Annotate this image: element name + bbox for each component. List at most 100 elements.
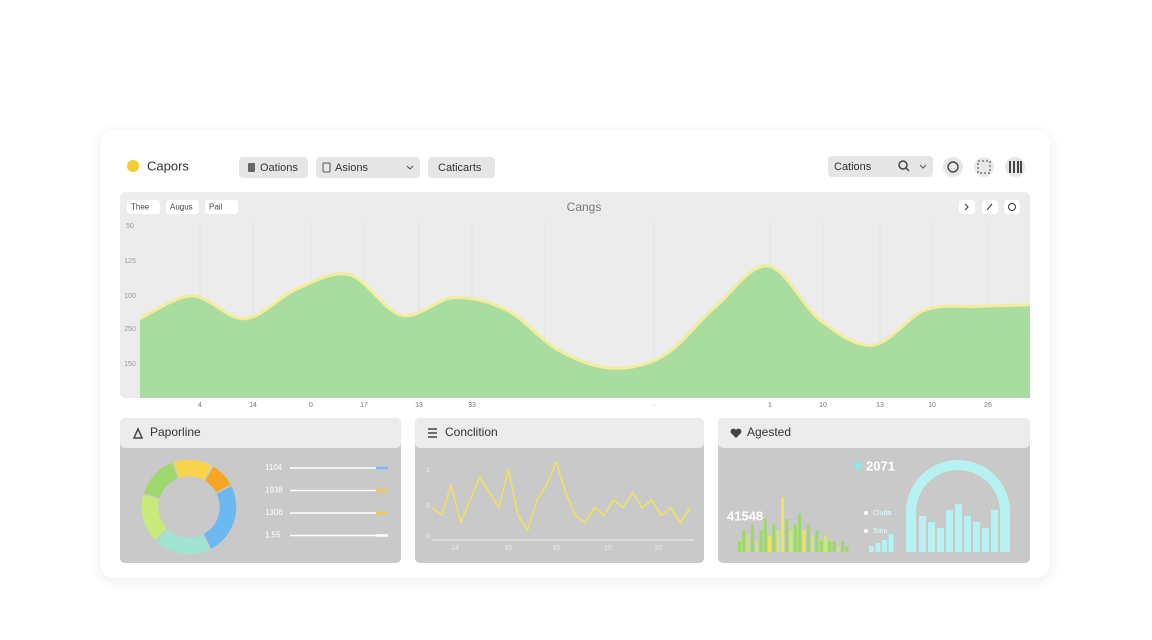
bar (763, 519, 767, 552)
icon (947, 161, 959, 173)
x-label: 10 (552, 545, 560, 552)
button-label: Oations (260, 162, 298, 174)
search-label: Cations (834, 161, 872, 173)
icon-button[interactable] (943, 157, 963, 177)
bar (806, 524, 810, 552)
row-label: 1306 (265, 508, 283, 517)
bar (845, 546, 849, 552)
logo (127, 160, 139, 172)
bar (759, 530, 763, 552)
bar (973, 522, 980, 552)
y-label: 5 (426, 503, 430, 510)
chart-title: Cangs (567, 200, 602, 214)
bar (828, 541, 832, 552)
panel-title: Agested (747, 425, 791, 439)
total: 41548 (727, 508, 763, 523)
bar (937, 528, 944, 552)
x-label: 0 (309, 402, 313, 409)
bar (785, 519, 789, 552)
icon-button[interactable] (1004, 200, 1020, 214)
bar (836, 546, 840, 552)
panel-header (415, 418, 704, 448)
y-label: 150 (124, 361, 136, 368)
bar (832, 541, 836, 552)
icon (322, 162, 331, 173)
bar (824, 535, 827, 552)
button-label: Caticarts (438, 162, 482, 174)
x-label: · (653, 402, 655, 409)
button[interactable] (239, 157, 308, 178)
x-label: 10 (819, 402, 827, 409)
bar (781, 497, 784, 552)
icon (977, 160, 991, 174)
bar (750, 524, 754, 552)
panel (415, 418, 704, 563)
icon (964, 203, 969, 211)
bar (841, 541, 845, 552)
bar (776, 530, 780, 552)
bar (882, 540, 887, 552)
y-label: 100 (124, 293, 136, 300)
panel-title: Paporline (150, 425, 201, 439)
bar (982, 528, 989, 552)
filter-label: Thee (131, 203, 150, 212)
icon-button[interactable] (959, 200, 975, 214)
donut-segment (141, 460, 180, 500)
bar (793, 524, 797, 552)
area (140, 265, 1030, 398)
x-label: 14 (451, 545, 459, 552)
x-label: 1 (768, 402, 772, 409)
chevron (406, 165, 414, 170)
button[interactable] (428, 157, 495, 178)
x-label: 33 (468, 402, 476, 409)
icon (428, 428, 437, 438)
y-label: 0 (426, 533, 430, 540)
area-line (139, 264, 1031, 370)
filter-chip[interactable] (166, 200, 199, 214)
icon-button[interactable] (974, 157, 994, 177)
x-label: 17 (360, 402, 368, 409)
bar (789, 530, 793, 552)
row-label: 1938 (265, 486, 283, 495)
bar (955, 504, 962, 552)
legend-label: Sma (873, 528, 888, 535)
bar (946, 510, 953, 552)
chevron (919, 164, 927, 169)
bar (919, 516, 926, 552)
icon (248, 163, 255, 172)
line (431, 461, 691, 532)
icon (1008, 203, 1016, 211)
bar (815, 530, 819, 552)
icon (1009, 161, 1022, 173)
bar (928, 522, 935, 552)
highlight-dot (854, 462, 862, 470)
icon (730, 428, 742, 438)
bar (964, 516, 971, 552)
bar (875, 543, 881, 552)
search-box[interactable] (828, 156, 933, 177)
search-icon (905, 167, 910, 172)
highlight: 2071 (866, 458, 895, 473)
bar (991, 510, 998, 552)
bar (742, 530, 746, 552)
legend-label: Cluda (873, 510, 891, 517)
panel-header (718, 418, 1030, 448)
y-label: 50 (126, 223, 134, 230)
bar (819, 541, 823, 552)
dropdown[interactable] (316, 157, 420, 178)
bar (755, 541, 759, 552)
x-label: 13 (876, 402, 884, 409)
bar (768, 535, 772, 552)
y-label: 125 (124, 258, 136, 265)
filter-label: Pail (209, 203, 223, 212)
filter-chip[interactable] (205, 200, 238, 214)
panel (120, 418, 401, 563)
x-label: 26 (984, 402, 992, 409)
legend-dot (864, 529, 868, 533)
filter-label: Augus (170, 203, 193, 212)
bar (811, 535, 815, 552)
filter-chip[interactable] (127, 200, 160, 214)
y-label: 1 (426, 467, 430, 474)
dropdown-label: Asions (335, 162, 369, 174)
